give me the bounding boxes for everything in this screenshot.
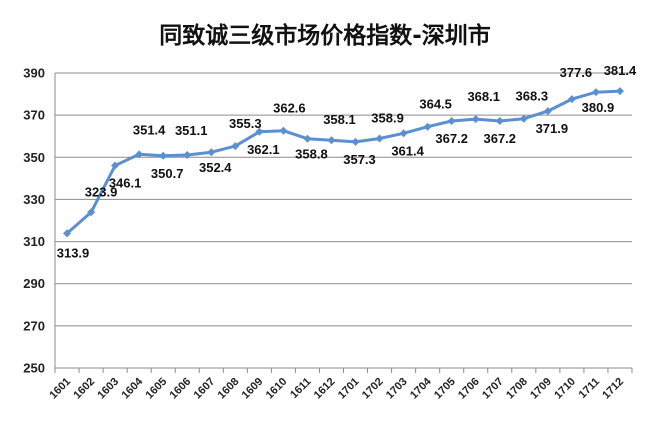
data-label: 358.1 [323,112,356,127]
data-point [231,142,240,151]
x-tick-label: 1605 [144,376,170,402]
data-point [471,115,480,124]
data-point [399,129,408,138]
x-tick-label: 1707 [480,376,506,402]
data-label: 358.8 [295,147,328,162]
data-point [615,87,624,96]
x-tick-label: 1612 [312,376,338,402]
y-tick-label: 310 [23,234,45,249]
data-label: 352.4 [199,160,232,175]
data-label: 313.9 [57,245,90,260]
x-tick-label: 1703 [384,376,410,402]
x-tick-label: 1705 [432,376,458,402]
data-point [375,134,384,143]
data-label: 367.2 [435,131,468,146]
data-point [183,150,192,159]
chart-title: 同致诚三级市场价格指数-深圳市 [159,23,491,49]
data-point [63,229,72,238]
data-label: 361.4 [391,143,424,158]
data-point [207,148,216,157]
y-tick-label: 390 [23,66,45,81]
data-point [135,150,144,159]
x-tick-label: 1712 [600,376,626,402]
x-tick-label: 1701 [336,376,362,402]
x-tick-label: 1711 [577,376,602,401]
data-point [279,126,288,135]
y-tick-label: 250 [23,361,45,376]
x-tick-labels: 1601160216031604160516061607160816091610… [47,375,626,401]
data-point [495,117,504,126]
data-point [351,137,360,146]
data-point [447,117,456,126]
x-tick-label: 1608 [216,376,242,402]
data-label: 357.3 [343,152,376,167]
data-label: 351.4 [133,122,166,137]
x-tick-label: 1702 [360,376,386,402]
x-tick-label: 1709 [528,376,554,402]
x-tick-label: 1609 [240,376,266,402]
data-label: 364.5 [419,97,452,112]
data-label: 377.6 [560,65,593,80]
data-point [303,134,312,143]
data-label: 368.3 [516,89,549,104]
data-label: 362.1 [247,142,280,157]
data-label: 346.1 [109,176,142,191]
data-label: 368.1 [467,89,500,104]
x-tick-label: 1603 [95,376,121,402]
series-group [63,87,624,238]
data-label: 381.4 [604,63,637,78]
data-label: 367.2 [483,131,516,146]
data-point [255,127,264,136]
series-line [66,89,621,235]
data-point [567,95,576,104]
y-tick-label: 350 [23,150,45,165]
x-tick-label: 1604 [119,375,145,401]
data-label: 350.7 [151,166,184,181]
data-point [519,114,528,123]
data-point [159,151,168,160]
data-label: 362.6 [273,101,306,116]
x-tick-label: 1710 [552,376,578,402]
x-tick-label: 1607 [192,376,218,402]
data-label: 351.1 [175,123,208,138]
data-point [327,136,336,145]
x-tick-label: 1602 [71,376,97,402]
data-point [543,107,552,116]
x-tick-label: 1606 [168,376,194,402]
data-point [87,208,96,217]
x-tick-label: 1610 [264,376,290,402]
y-tick-label: 370 [23,108,45,123]
y-tick-label: 290 [23,276,45,291]
x-tick-label: 1706 [456,376,482,402]
data-point [423,122,432,131]
x-tick-label: 1704 [408,375,434,401]
x-tick-label: 1601 [47,376,73,402]
data-label: 358.9 [371,111,404,126]
y-tick-label: 270 [23,318,45,333]
data-label: 323.9 [85,184,118,199]
data-label: 355.3 [229,116,262,131]
y-tick-label: 330 [23,192,45,207]
data-label: 371.9 [536,121,569,136]
data-point [591,88,600,97]
y-tick-labels: 250 270 290 310 330 350 370 390 [23,66,45,376]
data-label: 380.9 [582,100,615,115]
data-point [111,161,120,170]
x-tick-label: 1708 [504,376,530,402]
x-tick-label: 1611 [288,376,313,401]
axes [54,73,633,373]
